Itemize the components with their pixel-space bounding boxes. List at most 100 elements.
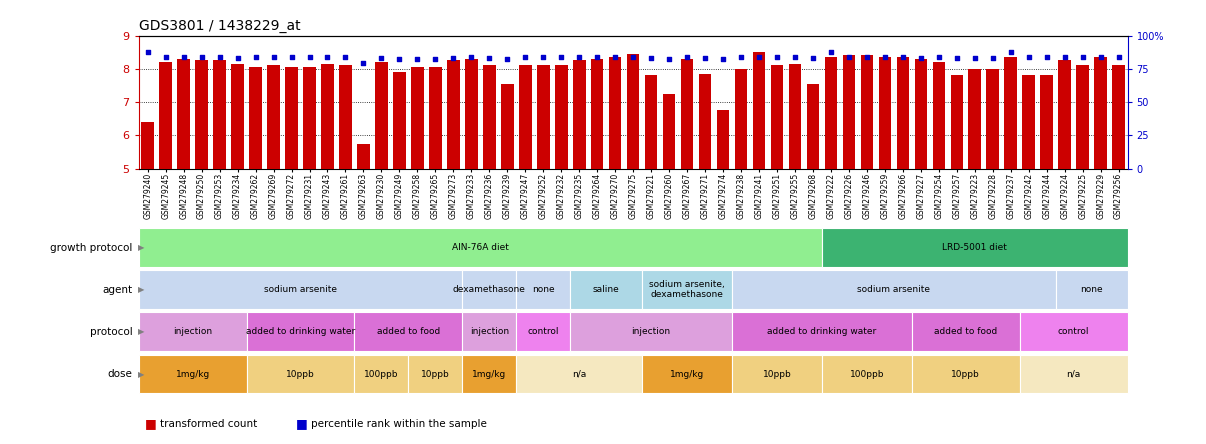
Bar [627,54,639,169]
Bar [681,59,693,169]
Bar [1055,270,1128,309]
Point [533,53,552,60]
Bar [642,270,732,309]
Bar [462,355,516,393]
Bar [732,270,1055,309]
Point [1091,53,1111,60]
Point [965,55,984,62]
Text: transformed count: transformed count [160,419,258,429]
Point [947,55,966,62]
Point [192,53,211,60]
Bar [466,59,478,169]
Bar [159,62,172,169]
Point [624,53,643,60]
Text: 1mg/kg: 1mg/kg [473,369,507,379]
Text: 1mg/kg: 1mg/kg [671,369,704,379]
Bar [1059,60,1071,169]
Bar [822,228,1128,267]
Bar [516,355,642,393]
Point [390,56,409,63]
Bar [698,74,712,169]
Bar [268,66,280,169]
Point [318,53,338,60]
Bar [139,313,246,351]
Bar [896,57,909,169]
Text: injection: injection [470,327,509,337]
Bar [195,60,207,169]
Point [660,56,679,63]
Point [821,48,841,55]
Text: percentile rank within the sample: percentile rank within the sample [311,419,487,429]
Text: control: control [1058,327,1089,337]
Text: control: control [527,327,560,337]
Point [1110,53,1129,60]
Text: ▶: ▶ [137,369,144,379]
Point [983,55,1002,62]
Text: agent: agent [103,285,133,295]
Bar [663,94,675,169]
Text: n/a: n/a [1066,369,1081,379]
Text: saline: saline [593,285,620,294]
Text: injection: injection [174,327,212,337]
Text: dose: dose [107,369,133,379]
Point [803,55,822,62]
Bar [537,66,550,169]
Bar [411,67,423,169]
Bar [500,84,514,169]
Bar [968,69,980,169]
Point [839,53,859,60]
Text: added to food: added to food [376,327,440,337]
Text: 10ppb: 10ppb [421,369,450,379]
Bar [932,62,946,169]
Point [371,55,391,62]
Point [912,55,931,62]
Bar [516,270,570,309]
Point [462,53,481,60]
Point [642,55,661,62]
Point [408,56,427,63]
Bar [139,355,246,393]
Bar [1020,313,1128,351]
Point [929,53,948,60]
Bar [139,228,822,267]
Bar [807,84,819,169]
Bar [591,59,603,169]
Point [857,53,877,60]
Bar [822,355,912,393]
Point [696,55,715,62]
Text: added to drinking water: added to drinking water [767,327,877,337]
Bar [950,75,964,169]
Bar [141,122,154,169]
Bar [393,72,405,169]
Bar [732,313,912,351]
Point [876,53,895,60]
Bar [1005,57,1017,169]
Text: growth protocol: growth protocol [51,242,133,253]
Text: dexamethasone: dexamethasone [453,285,526,294]
Bar [987,69,999,169]
Bar [573,60,585,169]
Bar [303,67,316,169]
Bar [555,66,568,169]
Bar [753,52,766,169]
Text: n/a: n/a [572,369,586,379]
Point [353,60,373,67]
Point [156,53,175,60]
Text: added to drinking water: added to drinking water [246,327,355,337]
Text: none: none [1081,285,1103,294]
Text: sodium arsenite: sodium arsenite [264,285,336,294]
Bar [912,355,1020,393]
Text: 10ppb: 10ppb [952,369,980,379]
Bar [732,355,822,393]
Text: ▶: ▶ [137,327,144,337]
Point [174,53,193,60]
Bar [734,69,748,169]
Point [551,53,570,60]
Bar [1041,75,1053,169]
Text: ▶: ▶ [137,285,144,294]
Point [714,56,733,63]
Text: ▶: ▶ [137,243,144,252]
Point [894,53,913,60]
Bar [321,64,334,169]
Point [228,55,247,62]
